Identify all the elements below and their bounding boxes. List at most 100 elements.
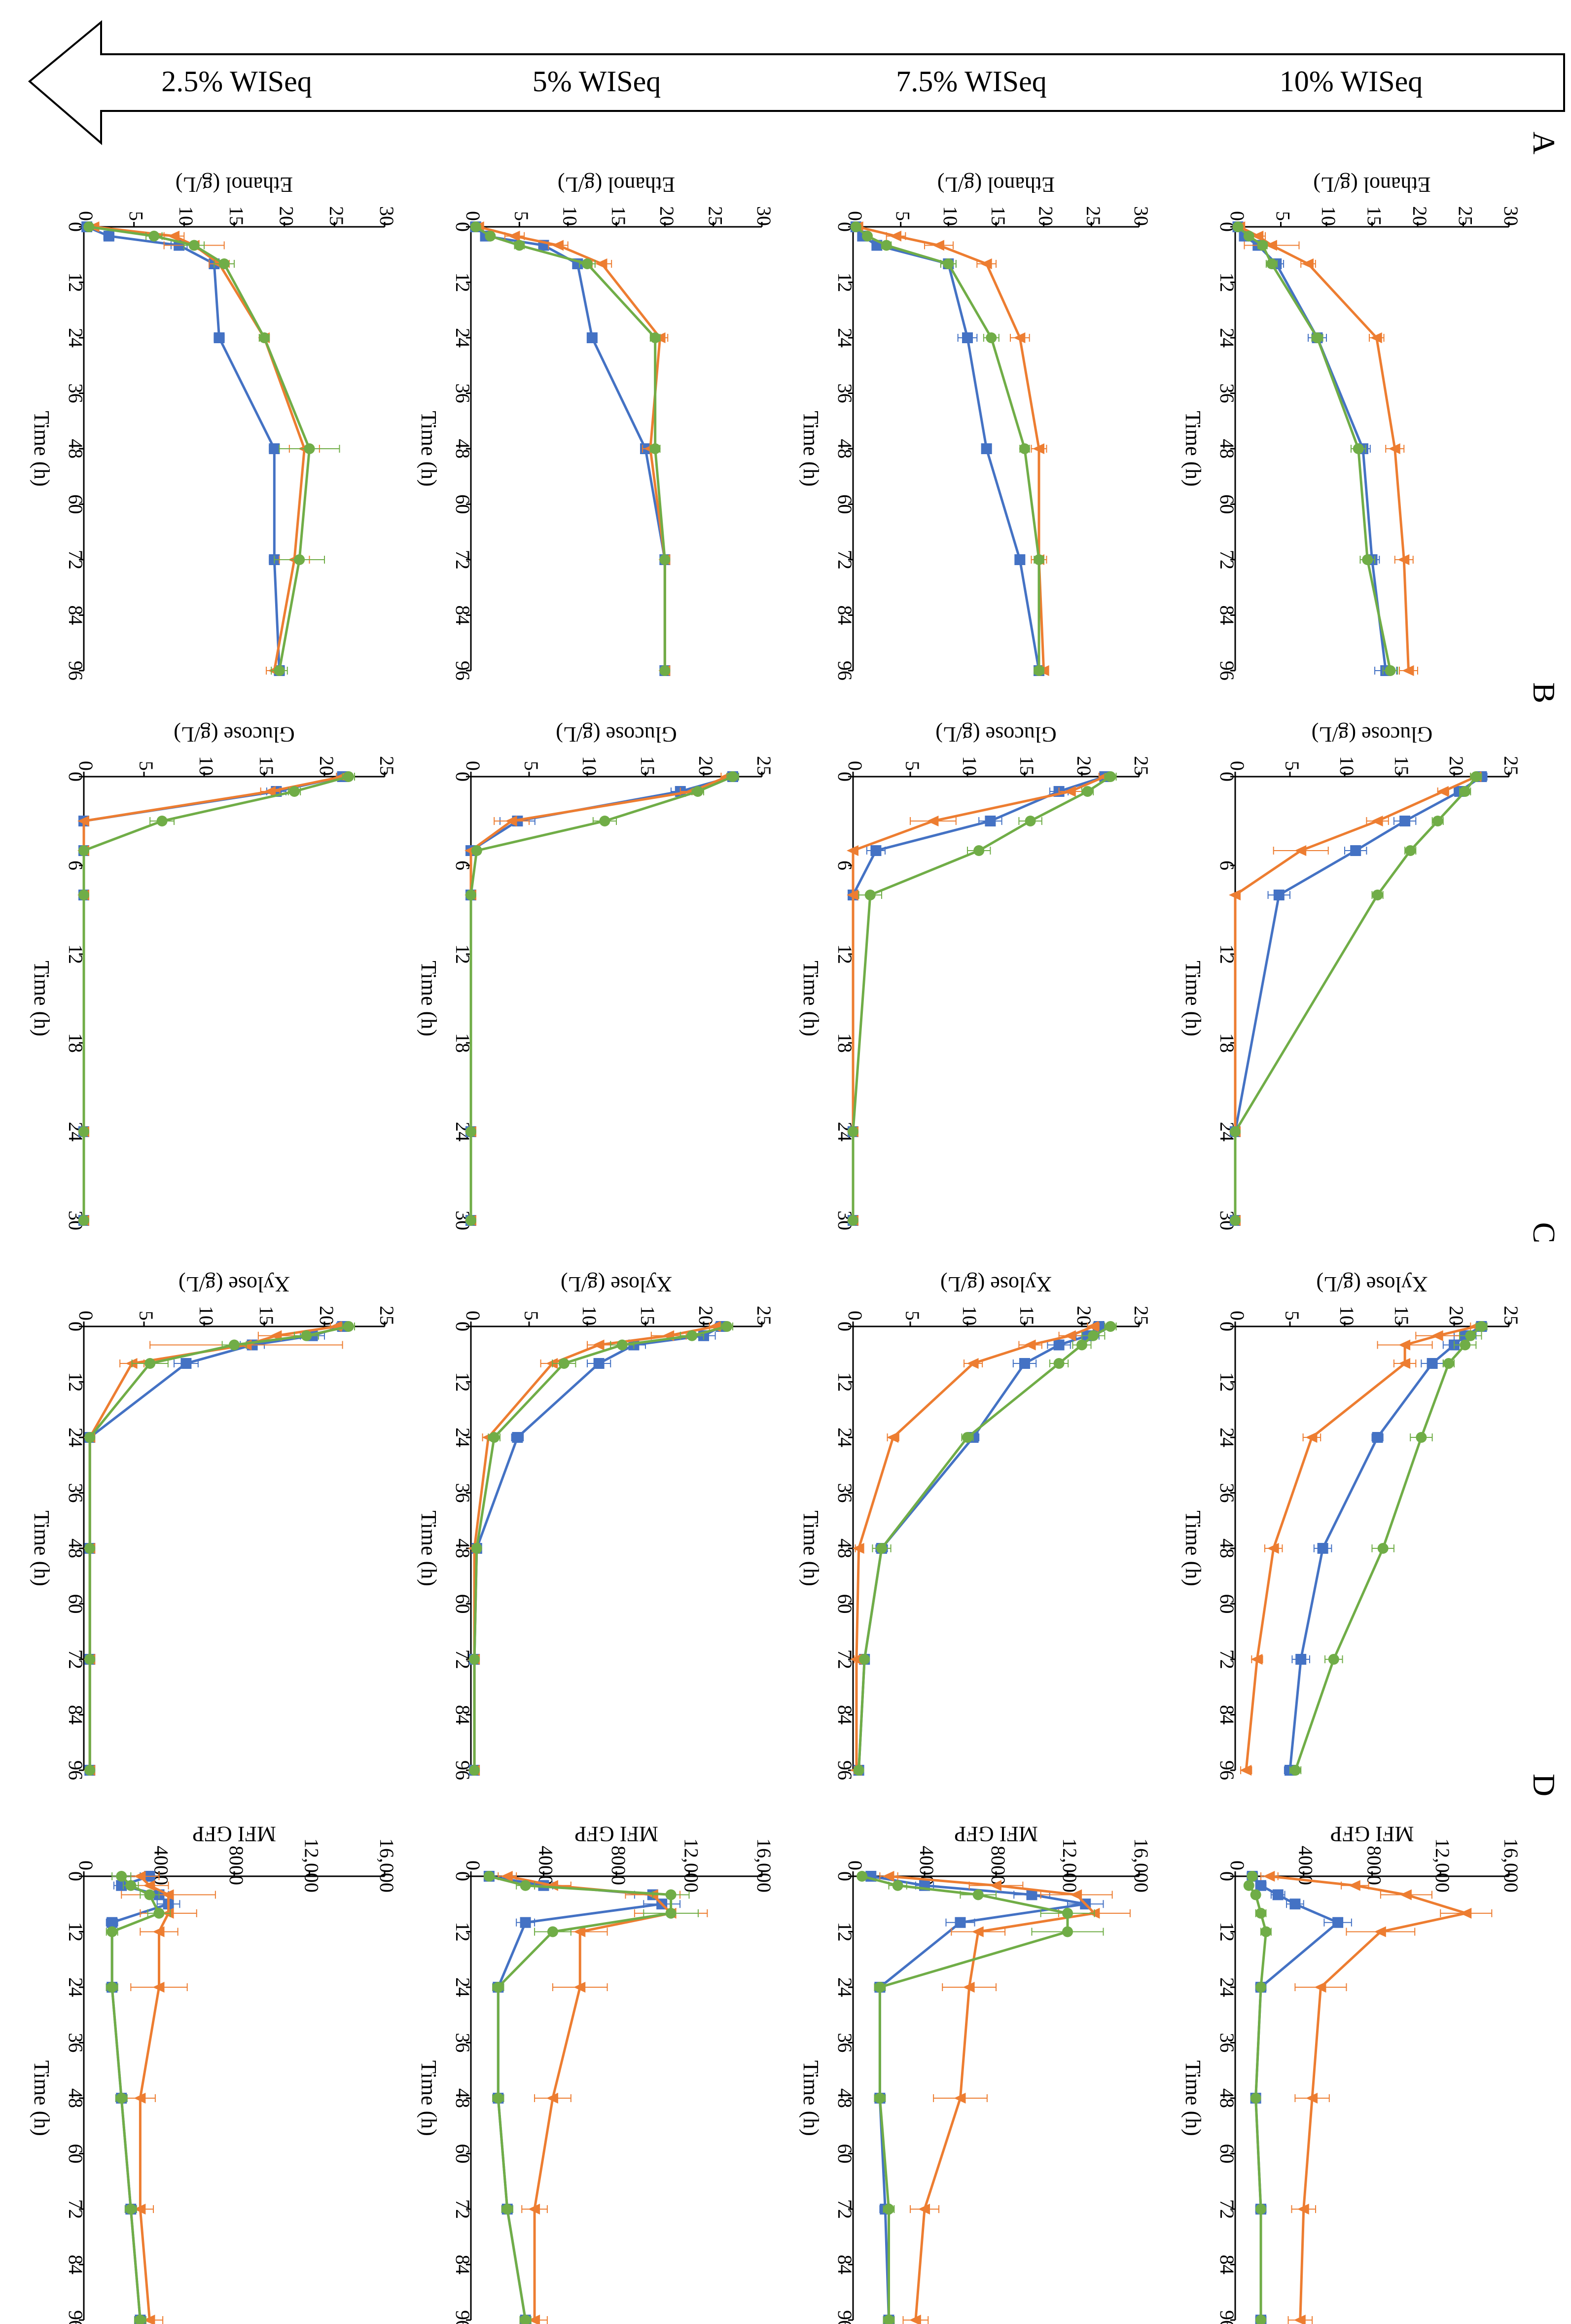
data-point-triangle <box>1398 1339 1411 1351</box>
value-tick-label: 12,000 <box>1059 1838 1081 1893</box>
time-tick-label: 60 <box>452 495 474 514</box>
data-point-triangle <box>1306 2093 1318 2104</box>
series-green <box>857 1871 1104 2324</box>
data-point-circle <box>1088 1330 1099 1341</box>
time-tick-label: 0 <box>1216 1322 1238 1331</box>
time-tick-label: 12 <box>452 1372 474 1392</box>
value-tick-label: 5 <box>1281 761 1303 771</box>
time-tick-label: 36 <box>834 2033 856 2053</box>
value-tick-label: 15 <box>1016 1306 1038 1325</box>
time-tick-label: 96 <box>1216 1760 1238 1780</box>
data-point-triangle <box>1087 1321 1099 1332</box>
time-tick-label: 72 <box>834 2199 856 2219</box>
time-tick-label: 36 <box>452 1483 474 1503</box>
data-point-circle <box>470 221 481 232</box>
time-tick-label: 84 <box>452 606 474 625</box>
value-axis-title: Ethanol (g/L) <box>937 173 1055 197</box>
value-tick-label: 25 <box>1500 1306 1522 1325</box>
series-line <box>86 225 281 671</box>
data-point-circle <box>1266 258 1277 269</box>
time-tick-label: 0 <box>452 772 474 782</box>
data-point-circle <box>514 240 525 251</box>
value-axis-title: Glucose (g/L) <box>556 722 677 747</box>
value-tick-label: 25 <box>1082 206 1105 226</box>
time-tick-label: 60 <box>65 1594 87 1614</box>
data-point-triangle <box>954 2093 966 2104</box>
data-point-circle <box>1076 1339 1087 1351</box>
value-tick-label: 20 <box>1073 1306 1095 1325</box>
data-point-circle <box>469 1654 480 1665</box>
data-point-triangle <box>990 1880 1001 1891</box>
time-tick-label: 96 <box>65 1760 87 1780</box>
mfi-gfp-chart-5pct: 0 4000 8000 12,000 16,000 0 12 24 36 48 60 72 84 96 MF… <box>417 1822 775 2324</box>
data-point-circle <box>1053 1358 1065 1369</box>
time-axis-title: Time (h) <box>799 1510 823 1586</box>
data-point-circle <box>465 1126 476 1137</box>
value-axis-title: Glucose (g/L) <box>1312 722 1433 747</box>
value-tick-label: 16,000 <box>1130 1838 1152 1893</box>
time-tick-label: 84 <box>1216 2255 1238 2275</box>
series-line <box>855 226 1040 671</box>
time-axis-title: Time (h) <box>30 2060 54 2136</box>
value-tick-label: 15 <box>637 1306 659 1325</box>
time-tick-label: 48 <box>65 439 87 459</box>
time-tick-label: 60 <box>452 2144 474 2164</box>
time-tick-label: 72 <box>1216 1649 1238 1669</box>
time-tick-label: 12 <box>65 1372 87 1392</box>
series-blue <box>850 221 1044 676</box>
data-point-circle <box>986 332 997 343</box>
series-green <box>83 221 340 676</box>
time-tick-label: 6 <box>452 860 474 870</box>
data-point-square <box>1255 1880 1267 1891</box>
data-point-circle <box>582 258 593 269</box>
value-axis-title: Xylose (g/L) <box>179 1272 290 1296</box>
value-tick-label: 25 <box>376 1306 398 1325</box>
time-tick-label: 0 <box>65 1322 87 1331</box>
data-point-circle <box>1443 1358 1454 1369</box>
time-tick-label: 0 <box>834 1871 856 1881</box>
data-point-circle <box>1460 1339 1471 1351</box>
value-tick-label: 4000 <box>535 1846 557 1885</box>
data-point-circle <box>1432 816 1443 826</box>
value-tick-label: 10 <box>578 756 601 776</box>
data-point-square <box>955 1917 966 1928</box>
data-point-triangle <box>932 240 944 251</box>
data-point-triangle <box>909 2315 921 2324</box>
value-tick-label: 10 <box>195 1306 217 1325</box>
data-point-circle <box>107 1982 118 1993</box>
series-blue <box>1230 771 1488 1226</box>
panel-letter-a: A <box>1527 132 1562 154</box>
data-point-square <box>985 816 996 826</box>
value-tick-label: 25 <box>704 206 726 226</box>
value-tick-label: 0 <box>1226 211 1249 221</box>
data-point-square <box>103 230 114 242</box>
series-line <box>469 775 733 1220</box>
value-axis-title: MFI GFP <box>192 1822 276 1846</box>
data-point-triangle <box>508 230 520 242</box>
data-point-triangle <box>546 2093 558 2104</box>
value-tick-label: 20 <box>316 756 338 776</box>
data-point-circle <box>153 1908 165 1919</box>
data-point-square <box>962 332 973 343</box>
data-point-circle <box>881 240 892 251</box>
data-point-circle <box>493 1982 504 1993</box>
data-point-circle <box>343 1321 354 1332</box>
data-point-triangle <box>1263 1871 1275 1882</box>
data-point-triangle <box>1388 443 1400 454</box>
time-tick-label: 36 <box>452 2033 474 2053</box>
data-point-circle <box>943 258 954 269</box>
value-tick-label: 15 <box>255 1306 278 1325</box>
time-tick-label: 96 <box>452 661 474 680</box>
data-point-circle <box>558 1358 570 1369</box>
time-tick-label: 6 <box>834 860 856 870</box>
time-tick-label: 12 <box>452 1922 474 1942</box>
series-orange <box>1233 221 1418 676</box>
data-point-square <box>1332 1917 1344 1928</box>
value-axis-title: Glucose (g/L) <box>935 722 1057 747</box>
value-tick-label: 10 <box>195 756 217 776</box>
data-point-triangle <box>77 816 89 826</box>
data-point-triangle <box>927 816 939 826</box>
data-point-circle <box>1034 554 1044 565</box>
